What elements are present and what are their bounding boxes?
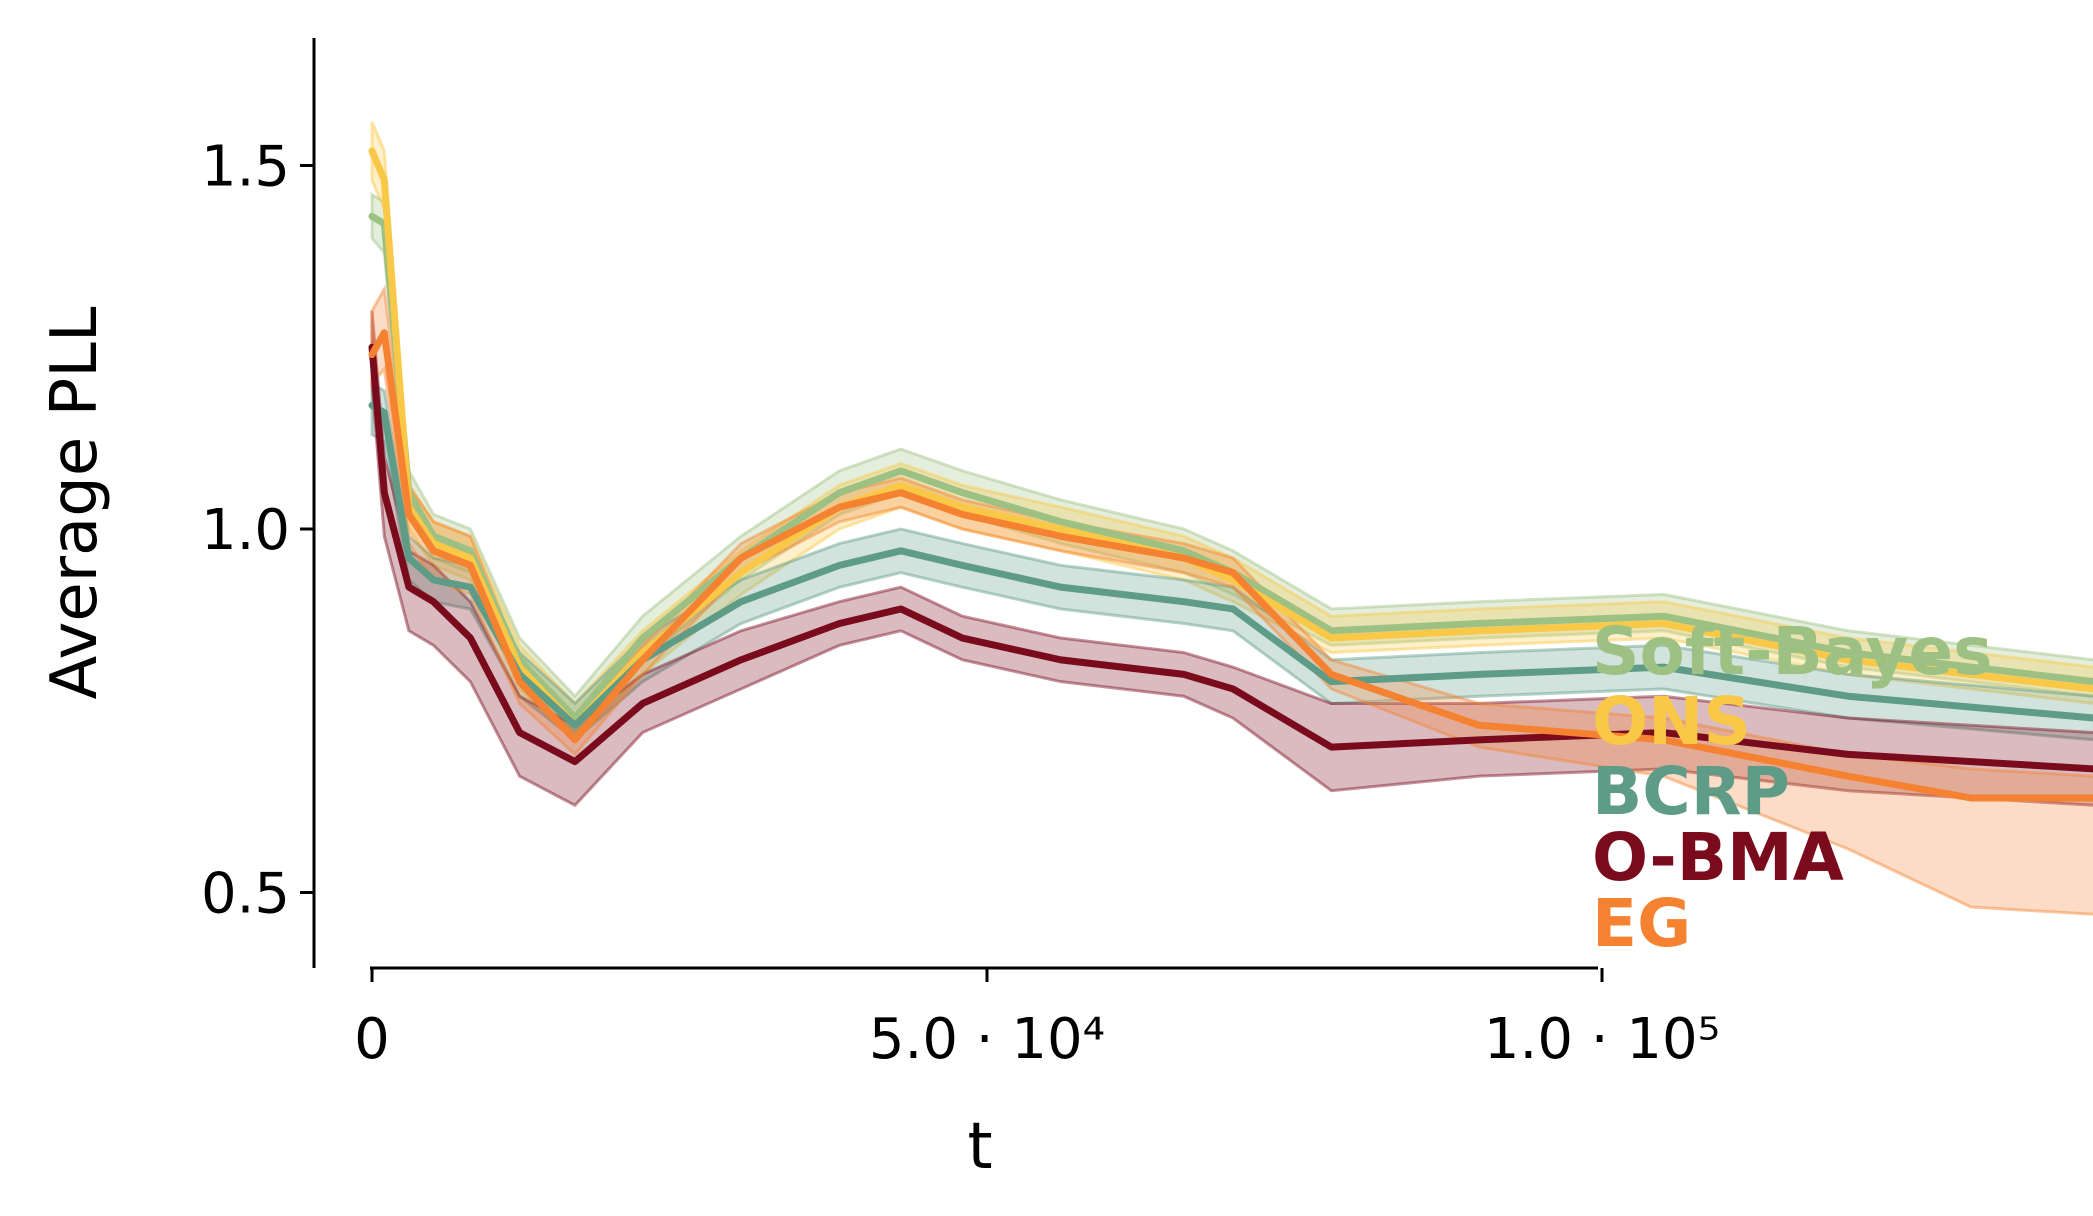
soft-bayes-line	[368, 212, 2093, 722]
y-axis-title: Average PLL	[38, 306, 112, 699]
axes	[312, 38, 1598, 970]
ons-band	[370, 121, 2093, 742]
confidence-bands	[370, 121, 2093, 916]
eg-band	[370, 284, 2093, 916]
series-label-o-bma: O-BMA	[1592, 819, 1844, 896]
o-bma-line	[368, 343, 2093, 773]
x-axis-title: t	[967, 1110, 992, 1184]
y-tick-label: 1.5	[201, 135, 290, 200]
series-label-eg: EG	[1592, 885, 1691, 962]
x-tick-label: 1.0 · 10⁵	[1484, 1007, 1720, 1072]
series-label-bcrp: BCRP	[1592, 753, 1790, 830]
bcrp-line	[368, 401, 2093, 729]
y-tick-label: 0.5	[201, 862, 290, 927]
x-tick-label: 0	[354, 1007, 390, 1072]
series-label-soft-bayes: Soft-Bayes	[1592, 613, 1992, 690]
y-ticks: 0.5 1.0 1.5	[201, 135, 314, 927]
series-label-ons: ONS	[1592, 683, 1751, 760]
y-tick-label: 1.0	[201, 498, 290, 563]
series-lines	[368, 147, 2093, 802]
eg-line	[368, 329, 2093, 802]
ons-line	[368, 147, 2093, 729]
x-tick-label: 5.0 · 10⁴	[869, 1007, 1105, 1072]
